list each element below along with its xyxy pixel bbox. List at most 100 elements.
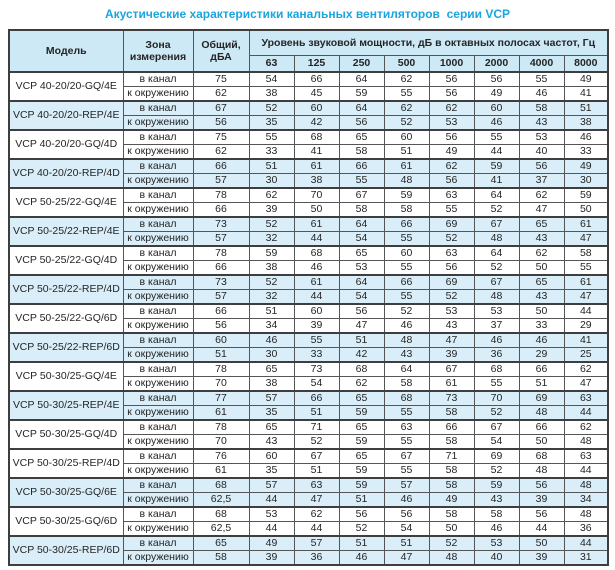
band-value-cell: 43 bbox=[383, 347, 430, 363]
table-body: VCP 40-20/20-GQ/4E в канал 75 54 66 64 62 56 56 5… bbox=[8, 71, 609, 566]
band-value-cell: 65 bbox=[338, 419, 385, 435]
col-header-bands-group: Уровень звуковой мощности, дБ в октавных… bbox=[248, 29, 609, 56]
total-dba-cell: 51 bbox=[192, 347, 250, 363]
acoustic-characteristics-table: Модель Зона измерения Общий, дБА Уровень… bbox=[8, 29, 610, 566]
band-value-cell: 44 bbox=[518, 521, 565, 537]
band-value-cell: 60 bbox=[293, 303, 340, 319]
band-value-cell: 65 bbox=[248, 361, 295, 377]
band-value-cell: 56 bbox=[338, 303, 385, 319]
band-value-cell: 40 bbox=[473, 550, 520, 566]
band-value-cell: 60 bbox=[473, 100, 520, 116]
band-value-cell: 48 bbox=[563, 434, 609, 450]
band-value-cell: 44 bbox=[563, 303, 609, 319]
band-value-cell: 51 bbox=[383, 144, 430, 160]
table-row: VCP 40-20/20-REP/4E в канал 67 52 60 64 62 62 60… bbox=[8, 100, 609, 131]
zone-cell: в канал bbox=[122, 535, 194, 551]
model-cell: VCP 50-25/22-REP/4E bbox=[8, 216, 124, 247]
band-value-cell: 67 bbox=[383, 448, 430, 464]
band-value-cell: 61 bbox=[293, 158, 340, 174]
band-value-cell: 71 bbox=[293, 419, 340, 435]
band-value-cell: 30 bbox=[248, 347, 295, 363]
total-dba-cell: 62,5 bbox=[192, 521, 250, 537]
table-row: VCP 50-25/22-GQ/4D в канал 78 59 68 65 60 63 64 6… bbox=[8, 245, 609, 276]
band-value-cell: 69 bbox=[428, 274, 475, 290]
total-dba-cell: 62,5 bbox=[192, 492, 250, 508]
band-value-cell: 50 bbox=[563, 202, 609, 218]
band-value-cell: 51 bbox=[518, 376, 565, 392]
band-value-cell: 41 bbox=[293, 144, 340, 160]
band-value-cell: 54 bbox=[338, 289, 385, 305]
band-value-cell: 54 bbox=[248, 71, 295, 87]
zone-cell: в канал bbox=[122, 390, 194, 406]
band-value-cell: 52 bbox=[293, 434, 340, 450]
model-cell: VCP 50-30/25-GQ/6D bbox=[8, 506, 124, 537]
band-value-cell: 39 bbox=[248, 550, 295, 566]
band-value-cell: 29 bbox=[518, 347, 565, 363]
band-value-cell: 46 bbox=[563, 129, 609, 145]
zone-cell: к окружению bbox=[122, 318, 194, 334]
zone-cell: к окружению bbox=[122, 260, 194, 276]
total-dba-cell: 68 bbox=[192, 477, 250, 493]
band-value-cell: 50 bbox=[518, 434, 565, 450]
band-value-cell: 65 bbox=[518, 274, 565, 290]
table-row: VCP 50-30/25-GQ/4E в канал 78 65 73 68 64 67 68 6… bbox=[8, 361, 609, 392]
band-value-cell: 63 bbox=[293, 477, 340, 493]
col-header-total: Общий, дБА bbox=[192, 29, 250, 73]
band-value-cell: 46 bbox=[338, 550, 385, 566]
band-value-cell: 48 bbox=[518, 405, 565, 421]
band-value-cell: 51 bbox=[338, 535, 385, 551]
band-value-cell: 67 bbox=[473, 419, 520, 435]
band-value-cell: 62 bbox=[293, 506, 340, 522]
table-row: к окружению 57 32 44 54 55 52 48 43 47 bbox=[9, 231, 609, 247]
band-value-cell: 52 bbox=[473, 260, 520, 276]
band-value-cell: 69 bbox=[518, 390, 565, 406]
col-header-frequency: 1000 bbox=[428, 54, 475, 73]
band-value-cell: 47 bbox=[338, 318, 385, 334]
band-value-cell: 53 bbox=[428, 303, 475, 319]
total-dba-cell: 73 bbox=[192, 216, 250, 232]
total-dba-cell: 65 bbox=[192, 535, 250, 551]
band-value-cell: 43 bbox=[518, 289, 565, 305]
table-row: к окружению 70 38 54 62 58 61 55 51 47 bbox=[9, 376, 609, 392]
band-value-cell: 48 bbox=[563, 506, 609, 522]
band-value-cell: 60 bbox=[248, 448, 295, 464]
band-value-cell: 47 bbox=[518, 202, 565, 218]
band-value-cell: 44 bbox=[563, 463, 609, 479]
table-row: к окружению 61 35 51 59 55 58 52 48 44 bbox=[9, 463, 609, 479]
band-value-cell: 60 bbox=[383, 129, 430, 145]
band-value-cell: 44 bbox=[293, 231, 340, 247]
band-value-cell: 55 bbox=[383, 463, 430, 479]
zone-cell: в канал bbox=[122, 216, 194, 232]
band-value-cell: 68 bbox=[383, 390, 430, 406]
band-value-cell: 59 bbox=[338, 405, 385, 421]
band-value-cell: 36 bbox=[293, 550, 340, 566]
band-value-cell: 66 bbox=[518, 361, 565, 377]
band-value-cell: 33 bbox=[518, 318, 565, 334]
band-value-cell: 49 bbox=[563, 71, 609, 87]
zone-cell: к окружению bbox=[122, 289, 194, 305]
table-row: к окружению 62 38 45 59 55 56 49 46 41 bbox=[9, 86, 609, 102]
total-dba-cell: 70 bbox=[192, 376, 250, 392]
total-dba-cell: 57 bbox=[192, 231, 250, 247]
band-value-cell: 56 bbox=[428, 129, 475, 145]
col-header-frequency: 4000 bbox=[518, 54, 565, 73]
total-dba-cell: 57 bbox=[192, 289, 250, 305]
band-value-cell: 37 bbox=[473, 318, 520, 334]
band-value-cell: 58 bbox=[338, 144, 385, 160]
table-row: к окружению 62 33 41 58 51 49 44 40 33 bbox=[9, 144, 609, 160]
total-dba-cell: 78 bbox=[192, 419, 250, 435]
zone-cell: в канал bbox=[122, 303, 194, 319]
band-value-cell: 70 bbox=[473, 390, 520, 406]
table-row: к окружению 56 35 42 56 52 53 46 43 38 bbox=[9, 115, 609, 131]
band-value-cell: 58 bbox=[428, 506, 475, 522]
band-value-cell: 29 bbox=[563, 318, 609, 334]
band-value-cell: 41 bbox=[563, 332, 609, 348]
band-value-cell: 53 bbox=[338, 260, 385, 276]
band-value-cell: 68 bbox=[338, 361, 385, 377]
total-dba-cell: 56 bbox=[192, 318, 250, 334]
band-value-cell: 49 bbox=[563, 158, 609, 174]
zone-cell: в канал bbox=[122, 100, 194, 116]
band-value-cell: 61 bbox=[563, 216, 609, 232]
table-row: VCP 50-25/22-GQ/6D в канал 66 51 60 56 52 53 53 5… bbox=[8, 303, 609, 334]
band-value-cell: 59 bbox=[338, 463, 385, 479]
